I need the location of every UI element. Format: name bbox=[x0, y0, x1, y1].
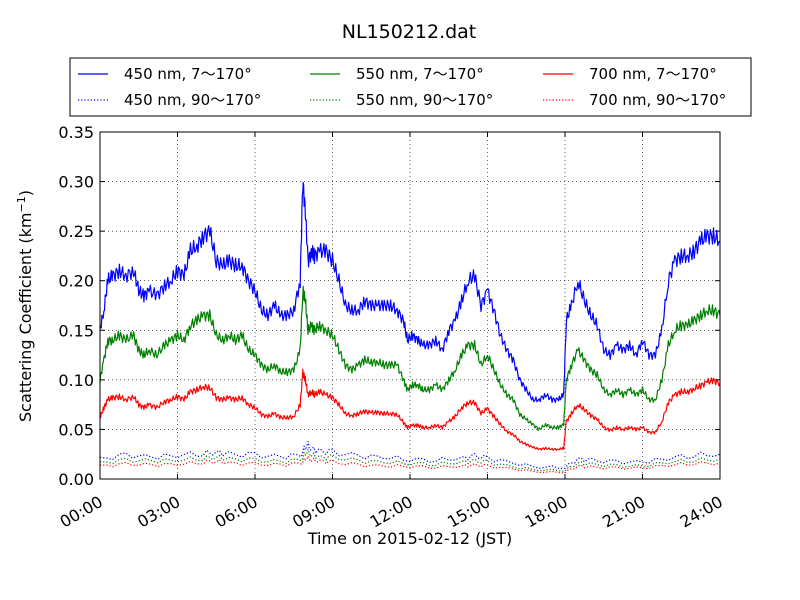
axis-ticks bbox=[99, 131, 721, 480]
legend: 450 nm, 7～170° 550 nm, 7～170° 700 nm, 7～17… bbox=[69, 57, 752, 117]
legend-label: 450 nm, 90～170° bbox=[124, 91, 261, 109]
y-tick-label: 0.05 bbox=[58, 420, 94, 439]
series-line-1 bbox=[99, 182, 721, 403]
y-axis-label-close: ) bbox=[16, 190, 35, 196]
series-layer bbox=[99, 182, 721, 474]
legend-label: 700 nm, 90～170° bbox=[589, 91, 726, 109]
x-axis-label: Time on 2015-02-12 (JST) bbox=[307, 529, 512, 548]
y-tick-label: 0.15 bbox=[58, 321, 94, 340]
y-tick-label: 0.20 bbox=[58, 272, 94, 291]
legend-items: 450 nm, 7～170° 550 nm, 7～170° 700 nm, 7～17… bbox=[78, 65, 726, 109]
y-axis-label: Scattering Coefficient (km−1) bbox=[15, 190, 35, 422]
plot-area bbox=[99, 131, 721, 480]
y-tick-label: 0.25 bbox=[58, 222, 94, 241]
y-tick-label: 0.10 bbox=[58, 371, 94, 390]
y-tick-labels: 0.00 0.05 0.10 0.15 0.20 0.25 0.30 0.35 bbox=[58, 123, 94, 489]
legend-label: 550 nm, 90～170° bbox=[356, 91, 493, 109]
legend-label: 450 nm, 7～170° bbox=[124, 65, 252, 83]
chart-title: NL150212.dat bbox=[342, 21, 477, 43]
y-axis-label-superscript: −1 bbox=[15, 196, 28, 212]
legend-label: 700 nm, 7～170° bbox=[589, 65, 717, 83]
grid-lines bbox=[100, 132, 720, 479]
series-line-5 bbox=[99, 448, 721, 472]
y-tick-label: 0.35 bbox=[58, 123, 94, 142]
series-line-6 bbox=[99, 455, 721, 474]
y-tick-label: 0.30 bbox=[58, 173, 94, 192]
legend-box bbox=[69, 57, 752, 117]
y-tick-label: 0.00 bbox=[58, 470, 94, 489]
series-line-3 bbox=[99, 368, 721, 451]
series-line-2 bbox=[99, 285, 721, 431]
legend-label: 550 nm, 7～170° bbox=[356, 65, 484, 83]
y-axis-label-text: Scattering Coefficient (km bbox=[16, 212, 35, 422]
